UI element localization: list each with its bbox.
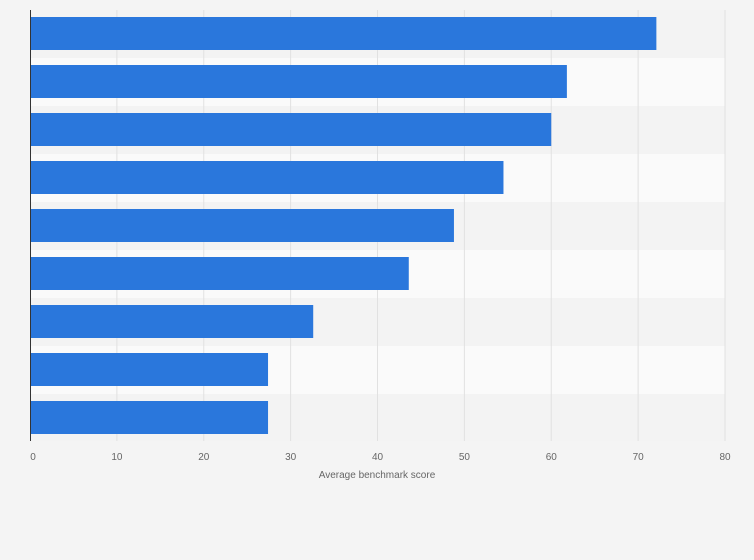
- x-tick-label: 20: [198, 452, 210, 463]
- bar[interactable]: [30, 353, 269, 386]
- bar[interactable]: [30, 257, 409, 290]
- bar[interactable]: [30, 17, 657, 50]
- x-tick-label: 50: [459, 452, 471, 463]
- x-tick-label: 30: [285, 452, 297, 463]
- bar[interactable]: [30, 113, 552, 146]
- x-tick-label: 0: [30, 452, 36, 463]
- x-tick-label: 70: [633, 452, 645, 463]
- x-axis-title: Average benchmark score: [319, 470, 436, 481]
- bar[interactable]: [30, 305, 314, 338]
- bar[interactable]: [30, 65, 567, 98]
- bar[interactable]: [30, 401, 269, 434]
- x-axis-tick-labels: 0 10 20 30 40 50 60 70 80: [30, 452, 731, 463]
- x-tick-label: 10: [111, 452, 123, 463]
- x-tick-label: 40: [372, 452, 384, 463]
- x-tick-label: 60: [546, 452, 558, 463]
- x-tick-label: 80: [719, 452, 731, 463]
- bar[interactable]: [30, 161, 504, 194]
- bars: [30, 17, 657, 434]
- bar[interactable]: [30, 209, 454, 242]
